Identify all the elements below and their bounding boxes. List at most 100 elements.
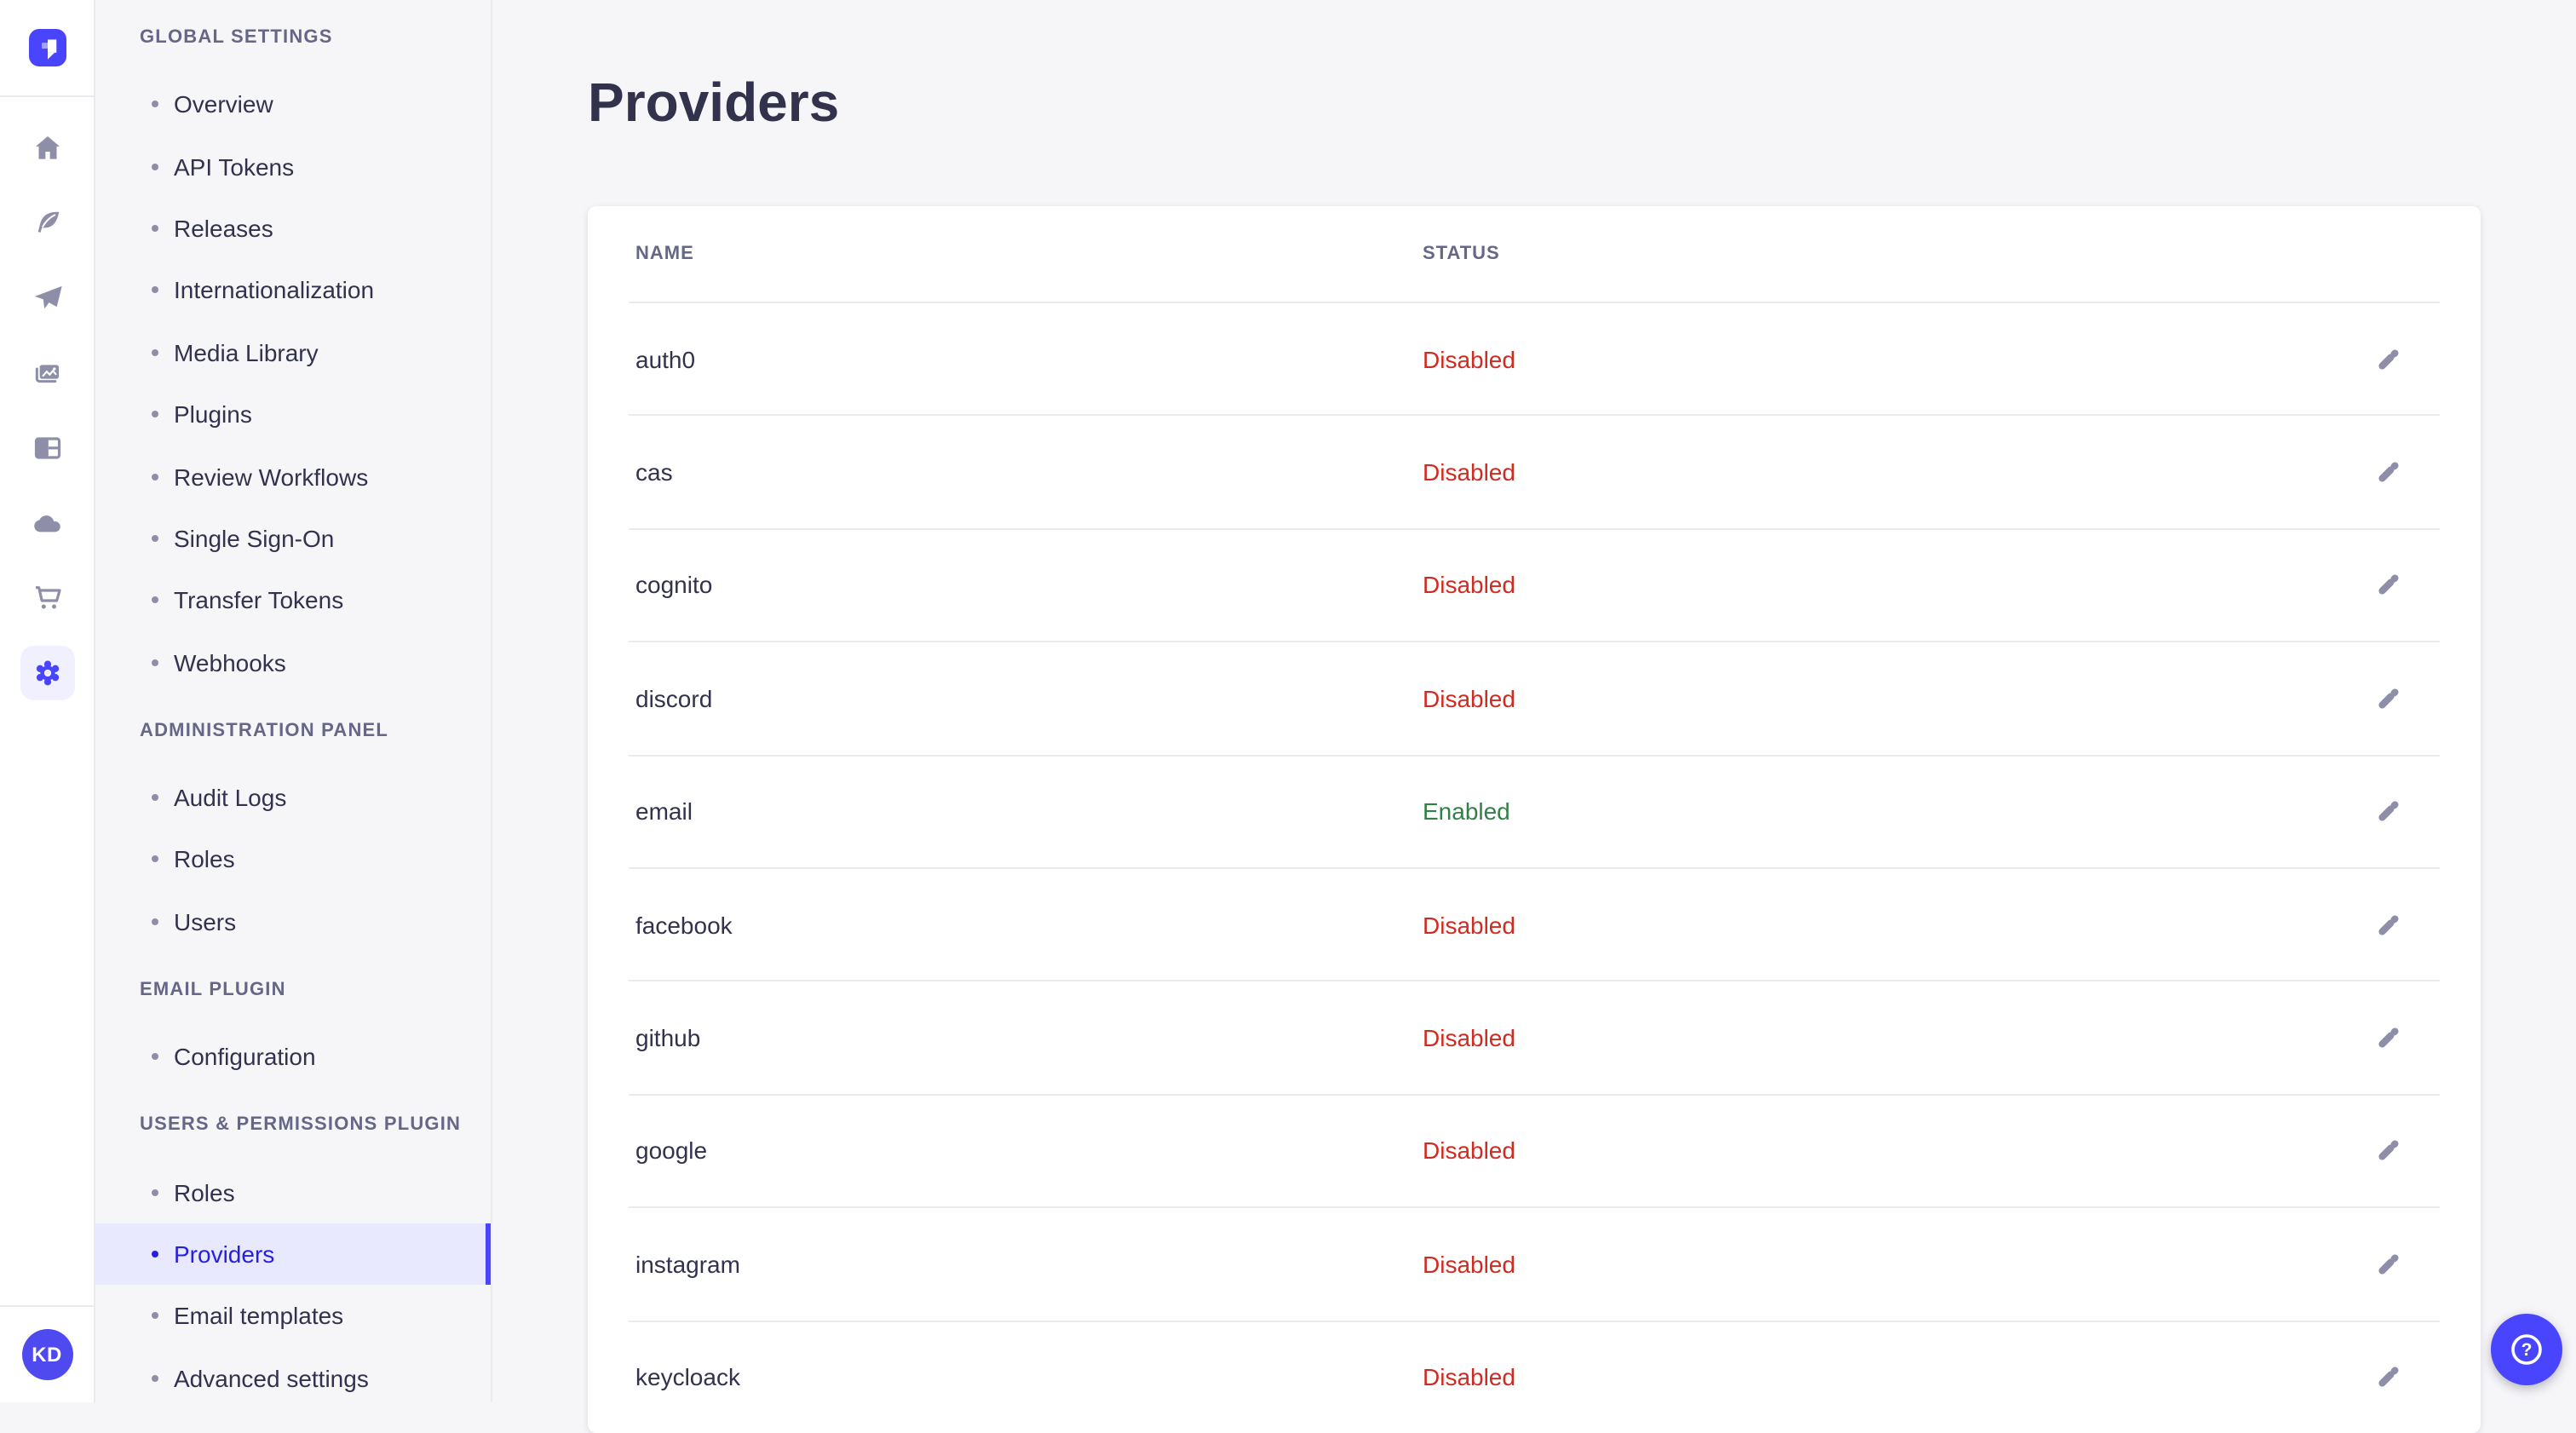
sidebar-item-label: Overview <box>174 90 273 118</box>
page-title: Providers <box>588 72 840 133</box>
sidebar-item-label: Audit Logs <box>174 784 287 812</box>
sidebar-item-email-templates[interactable]: Email templates <box>95 1286 491 1348</box>
sidebar-item-advanced-settings[interactable]: Advanced settings <box>95 1347 491 1409</box>
status-badge: Disabled <box>1423 1250 1515 1278</box>
status-badge: Disabled <box>1423 1137 1515 1165</box>
pencil-icon <box>2378 575 2399 596</box>
table-row-discord: discord Disabled <box>629 642 2440 757</box>
sidebar-item-releases[interactable]: Releases <box>95 198 491 260</box>
bullet-icon <box>152 1251 158 1258</box>
sidebar-item-single-sign-on[interactable]: Single Sign-On <box>95 507 491 569</box>
table-row-cas: cas Disabled <box>629 417 2440 530</box>
sidebar-item-label: Internationalization <box>174 276 375 304</box>
provider-name: email <box>635 797 693 826</box>
table-header: NAME STATUS <box>629 206 2440 303</box>
logo-area <box>0 0 94 97</box>
sidebar-item-audit-logs[interactable]: Audit Logs <box>95 767 491 829</box>
feather-icon[interactable] <box>20 196 74 250</box>
bullet-icon <box>152 855 158 863</box>
edit-provider-button[interactable] <box>2361 1237 2416 1292</box>
table-row-facebook: facebook Disabled <box>629 869 2440 982</box>
edit-provider-button[interactable] <box>2361 1124 2416 1178</box>
sidebar-item-roles[interactable]: Roles <box>95 1161 491 1223</box>
sidebar-section-label: USERS & PERMISSIONS PLUGIN <box>140 1114 462 1136</box>
sidebar-item-label: Releases <box>174 214 273 242</box>
edit-provider-button[interactable] <box>2361 1350 2416 1404</box>
sidebar-item-roles[interactable]: Roles <box>95 829 491 891</box>
status-badge: Disabled <box>1423 571 1515 599</box>
sidebar-item-label: API Tokens <box>174 153 295 181</box>
edit-provider-button[interactable] <box>2361 897 2416 952</box>
sidebar-section-label: EMAIL PLUGIN <box>140 980 286 1001</box>
sidebar-item-label: Transfer Tokens <box>174 586 344 614</box>
edit-provider-button[interactable] <box>2361 445 2416 499</box>
paper-plane-icon[interactable] <box>20 271 74 325</box>
sidebar-item-label: Roles <box>174 845 235 873</box>
provider-name: auth0 <box>635 345 696 373</box>
help-button[interactable]: ? <box>2491 1314 2562 1385</box>
edit-provider-button[interactable] <box>2361 671 2416 726</box>
edit-provider-button[interactable] <box>2361 331 2416 386</box>
cart-icon[interactable] <box>20 571 74 625</box>
pencil-icon <box>2378 914 2399 935</box>
layout-icon[interactable] <box>20 421 74 475</box>
gear-icon[interactable] <box>20 646 74 700</box>
sidebar-item-label: Advanced settings <box>174 1364 369 1392</box>
avatar[interactable]: KD <box>21 1328 72 1380</box>
sidebar-item-api-tokens[interactable]: API Tokens <box>95 135 491 198</box>
bullet-icon <box>152 1053 158 1061</box>
pencil-icon <box>2378 1254 2399 1275</box>
sidebar-item-transfer-tokens[interactable]: Transfer Tokens <box>95 569 491 631</box>
bullet-icon <box>152 411 158 418</box>
table-row-github: github Disabled <box>629 982 2440 1096</box>
bullet-icon <box>152 659 158 666</box>
table-row-google: google Disabled <box>629 1095 2440 1209</box>
question-mark-icon: ? <box>2511 1334 2542 1365</box>
sidebar-item-providers[interactable]: Providers <box>95 1223 491 1286</box>
providers-table-card: NAME STATUS auth0 Disabled cas Disabled cogn… <box>588 206 2481 1433</box>
sidebar-item-review-workflows[interactable]: Review Workflows <box>95 446 491 508</box>
bullet-icon <box>152 348 158 356</box>
strapi-logo[interactable] <box>28 29 66 66</box>
sidebar-item-label: Roles <box>174 1178 235 1206</box>
table-row-instagram: instagram Disabled <box>629 1208 2440 1322</box>
main-content: Providers NAME STATUS auth0 Disabled cas Di… <box>492 0 2576 1433</box>
sidebar-item-internationalization[interactable]: Internationalization <box>95 259 491 321</box>
sidebar-item-webhooks[interactable]: Webhooks <box>95 631 491 693</box>
sidebar-item-media-library[interactable]: Media Library <box>95 321 491 383</box>
table-body: auth0 Disabled cas Disabled cognito Disabled d… <box>588 303 2481 1433</box>
sidebar-item-label: Review Workflows <box>174 463 369 491</box>
edit-provider-button[interactable] <box>2361 558 2416 613</box>
sidebar-item-configuration[interactable]: Configuration <box>95 1026 491 1088</box>
icon-rail: KD <box>0 0 95 1402</box>
column-header-status: STATUS <box>1423 244 1500 264</box>
pencil-icon <box>2378 688 2399 709</box>
pencil-icon <box>2378 1367 2399 1387</box>
cloud-icon[interactable] <box>20 496 74 550</box>
status-badge: Disabled <box>1423 458 1515 486</box>
table-row-email: email Enabled <box>629 756 2440 869</box>
sidebar-item-overview[interactable]: Overview <box>95 73 491 135</box>
images-icon[interactable] <box>20 346 74 400</box>
provider-name: keycloack <box>635 1363 740 1391</box>
pencil-icon <box>2378 1027 2399 1048</box>
sidebar-section-label: ADMINISTRATION PANEL <box>140 720 389 741</box>
bullet-icon <box>152 596 158 604</box>
sidebar-item-label: Single Sign-On <box>174 524 335 552</box>
provider-name: cognito <box>635 571 713 599</box>
bullet-icon <box>152 1312 158 1320</box>
status-badge: Disabled <box>1423 1363 1515 1391</box>
bullet-icon <box>152 101 158 108</box>
bullet-icon <box>152 1374 158 1382</box>
strapi-logo-icon <box>41 39 56 60</box>
sidebar-item-plugins[interactable]: Plugins <box>95 383 491 446</box>
edit-provider-button[interactable] <box>2361 1010 2416 1065</box>
home-icon[interactable] <box>20 121 74 176</box>
provider-name: instagram <box>635 1250 740 1278</box>
edit-provider-button[interactable] <box>2361 785 2416 839</box>
sidebar-item-users[interactable]: Users <box>95 890 491 952</box>
status-badge: Disabled <box>1423 345 1515 373</box>
provider-name: discord <box>635 684 713 712</box>
rail-footer: KD <box>0 1304 94 1402</box>
pencil-icon <box>2378 348 2399 369</box>
